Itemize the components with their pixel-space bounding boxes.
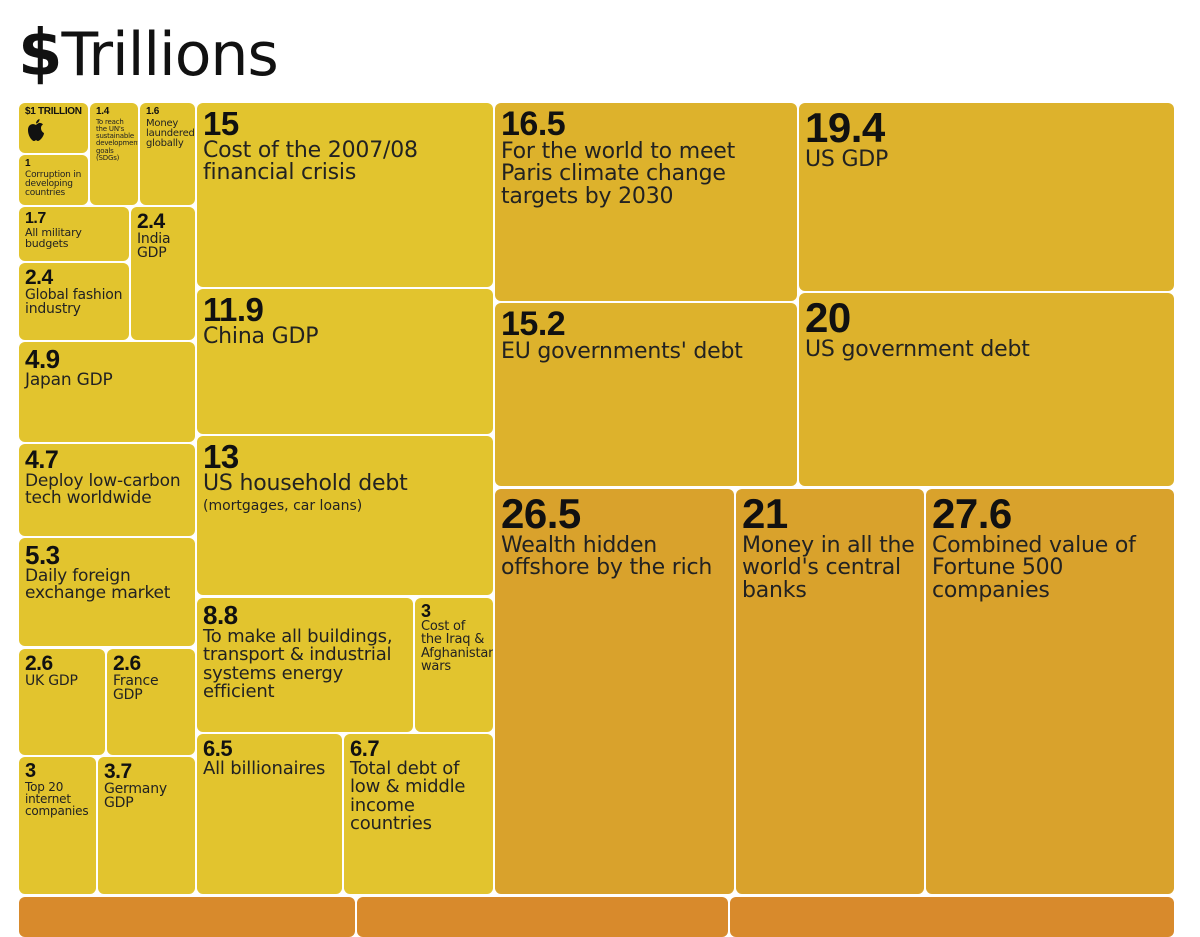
cell-value: 2.4 (137, 210, 165, 233)
cell-label: US government debt (805, 337, 1030, 362)
cell-label: Cost of the Iraq & Afghanistan wars (421, 619, 493, 674)
cell-label: Germany GDP (104, 781, 167, 812)
treemap-chart: $1 TRILLION 1.4 To reach the UN's sustaina… (19, 103, 1174, 937)
cell-value: 3.7 (104, 760, 132, 783)
treemap-cell-france-gdp: 2.6 France GDP (107, 649, 195, 755)
cell-label: All military budgets (25, 226, 82, 251)
cell-value: 6.7 (350, 736, 380, 761)
cell-value: 1 (25, 158, 31, 169)
treemap-cell-money-in-all-the-world-s-central-banks: 21 Money in all the world's central banks (736, 489, 924, 894)
cell-value: 4.7 (25, 446, 59, 474)
treemap-cell-deploy-low-carbon-tech-worldwide: 4.7 Deploy low-carbon tech worldwide (19, 444, 195, 536)
treemap-cell-wealth-hidden-offshore-by-the-rich: 26.5 Wealth hidden offshore by the rich (495, 489, 734, 894)
cell-label: Japan GDP (25, 370, 113, 390)
cell-value: 15.2 (501, 305, 566, 343)
cell-value: 1.4 (96, 106, 110, 117)
cell-label: Corruption in developing countries (25, 170, 82, 199)
cell-label: UK GDP (25, 673, 78, 689)
treemap-cell-empty-28 (19, 897, 355, 937)
cell-label: Global fashion industry (25, 287, 123, 318)
treemap-cell-cost-of-the-2007-08-financial-crisis: 15 Cost of the 2007/08 financial crisis (197, 103, 493, 287)
cell-sublabel: (mortgages, car loans) (203, 498, 363, 515)
cell-value: 21 (742, 490, 788, 537)
cell-value: 19.4 (805, 104, 885, 151)
cell-label: Cost of the 2007/08 financial crisis (203, 138, 418, 186)
cell-value: 3 (25, 760, 36, 782)
cell-value: $1 TRILLION (25, 106, 82, 117)
treemap-cell-1-trillion: $1 TRILLION (19, 103, 88, 153)
cell-value: 26.5 (501, 490, 581, 537)
cell-label: To reach the UN's sustainable developmen… (96, 118, 138, 162)
cell-label: India GDP (137, 231, 171, 262)
cell-label: EU governments' debt (501, 339, 743, 364)
treemap-cell-us-household-debt: 13 US household debt (mortgages, car loans… (197, 436, 493, 595)
treemap-cell-for-the-world-to-meet-paris-climate-change-targets-by-2030: 16.5 For the world to meet Paris climate … (495, 103, 797, 301)
treemap-cell-us-government-debt: 20 US government debt (799, 293, 1174, 486)
treemap-cell-corruption-in-developing-countries: 1 Corruption in developing countries (19, 155, 88, 205)
cell-value: 2.6 (113, 652, 141, 675)
treemap-cell-empty-29 (357, 897, 728, 937)
treemap-cell-china-gdp: 11.9 China GDP (197, 289, 493, 434)
treemap-cell-us-gdp: 19.4 US GDP (799, 103, 1174, 291)
cell-value: 16.5 (501, 105, 566, 143)
cell-value: 8.8 (203, 600, 238, 630)
treemap-cell-global-fashion-industry: 2.4 Global fashion industry (19, 263, 129, 340)
cell-label: Total debt of low & middle income countr… (350, 758, 466, 835)
cell-label: Wealth hidden offshore by the rich (501, 533, 713, 581)
cell-value: 5.3 (25, 540, 60, 570)
cell-value: 6.5 (203, 736, 233, 761)
cell-label: Money laundered globally (146, 118, 195, 150)
treemap-cell-germany-gdp: 3.7 Germany GDP (98, 757, 195, 894)
cell-label: Daily foreign exchange market (25, 566, 171, 604)
cell-label: China GDP (203, 324, 319, 349)
cell-value: 15 (203, 105, 239, 142)
cell-label: Top 20 internet companies (25, 780, 89, 819)
cell-value: 1.7 (25, 210, 46, 227)
cell-value: 13 (203, 438, 239, 475)
cell-value: 4.9 (25, 344, 60, 374)
cell-label: Money in all the world's central banks (742, 533, 915, 603)
treemap-cell-daily-foreign-exchange-market: 5.3 Daily foreign exchange market (19, 538, 195, 646)
cell-value: 1.6 (146, 106, 160, 117)
treemap-cell-eu-governments-debt: 15.2 EU governments' debt (495, 303, 797, 486)
treemap-cell-top-20-internet-companies: 3 Top 20 internet companies (19, 757, 96, 894)
treemap-cell-combined-value-of-fortune-500-companies: 27.6 Combined value of Fortune 500 compan… (926, 489, 1174, 894)
cell-label: US GDP (805, 147, 889, 172)
cell-label: Combined value of Fortune 500 companies (932, 533, 1136, 603)
treemap-cell-uk-gdp: 2.6 UK GDP (19, 649, 105, 755)
treemap-cell-india-gdp: 2.4 India GDP (131, 207, 195, 340)
treemap-cell-empty-30 (730, 897, 1174, 937)
apple-logo-icon (28, 119, 44, 141)
cell-label: All billionaires (203, 758, 326, 779)
cell-value: 20 (805, 294, 851, 341)
cell-value: 2.6 (25, 652, 53, 675)
treemap-cell-cost-of-the-iraq-afghanistan-wars: 3 Cost of the Iraq & Afghanistan wars (415, 598, 493, 732)
cell-label: To make all buildings, transport & indus… (203, 626, 393, 703)
chart-title: $Trillions (18, 14, 279, 94)
cell-label: France GDP (113, 673, 159, 704)
treemap-cell-total-debt-of-low-middle-income-countries: 6.7 Total debt of low & middle income cou… (344, 734, 493, 894)
treemap-cell-all-military-budgets: 1.7 All military budgets (19, 207, 129, 261)
cell-value: 2.4 (25, 266, 53, 289)
treemap-cell-japan-gdp: 4.9 Japan GDP (19, 342, 195, 442)
cell-value: 27.6 (932, 490, 1012, 537)
cell-label: For the world to meet Paris climate chan… (501, 139, 736, 209)
title-dollar: $ (18, 17, 63, 91)
cell-value: 3 (421, 601, 431, 621)
cell-label: US household debt (203, 471, 408, 496)
treemap-cell-money-laundered-globally: 1.6 Money laundered globally (140, 103, 195, 205)
cell-label: Deploy low-carbon tech worldwide (25, 471, 181, 509)
cell-value: 11.9 (203, 291, 264, 328)
title-word: Trillions (61, 20, 279, 90)
treemap-cell-to-reach-the-un-s-sustainable-development-goals-sdgs: 1.4 To reach the UN's sustainable develop… (90, 103, 138, 205)
treemap-cell-to-make-all-buildings-transport-industrial-systems-energy-efficient: 8.8 To make all buildings, transport & in… (197, 598, 413, 732)
treemap-cell-all-billionaires: 6.5 All billionaires (197, 734, 342, 894)
